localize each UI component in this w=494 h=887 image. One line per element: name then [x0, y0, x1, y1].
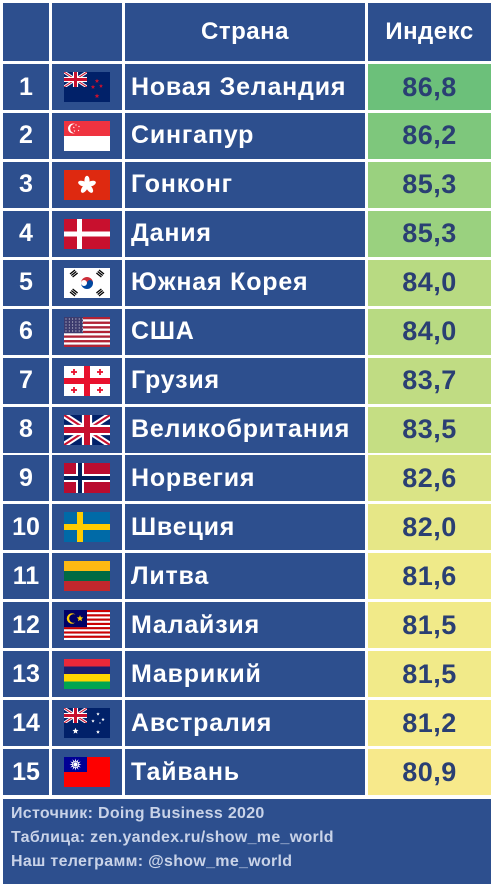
index-value: 84,0 — [368, 259, 491, 306]
index-value: 81,6 — [368, 553, 491, 600]
flag-cell — [52, 210, 122, 257]
index-value: 83,7 — [368, 357, 491, 404]
rank-cell: 3 — [3, 161, 49, 208]
index-value: 81,5 — [368, 602, 491, 649]
source-note: Источник: Doing Business 2020 — [11, 805, 265, 822]
flag-cell — [52, 357, 122, 404]
country-name: Маврикий — [125, 651, 365, 698]
country-name: Тайвань — [125, 749, 365, 795]
flag-cell — [52, 112, 122, 159]
flag-cell — [52, 161, 122, 208]
rank-cell: 4 — [3, 210, 49, 257]
rank-cell: 15 — [3, 749, 49, 795]
rank-cell: 7 — [3, 357, 49, 404]
taiwan-flag-icon — [64, 757, 110, 787]
denmark-flag-icon — [64, 218, 110, 249]
uk-flag-icon — [64, 414, 110, 445]
flag-cell — [52, 553, 122, 600]
south-korea-flag-icon — [64, 267, 110, 298]
flag-cell — [52, 504, 122, 551]
flag-cell — [52, 455, 122, 502]
flag-cell — [52, 749, 122, 795]
index-value: 81,2 — [368, 700, 491, 747]
index-value: 85,3 — [368, 210, 491, 257]
index-value: 80,9 — [368, 749, 491, 795]
country-name: Гонконг — [125, 161, 365, 208]
index-value: 86,8 — [368, 64, 491, 110]
flag-cell — [52, 64, 122, 110]
header-flag-cell — [52, 3, 122, 61]
country-name: Новая Зеландия — [125, 64, 365, 110]
rank-cell: 8 — [3, 406, 49, 453]
rank-cell: 12 — [3, 602, 49, 649]
rank-cell: 5 — [3, 259, 49, 306]
telegram-credit: Наш телеграмм: @show_me_world — [11, 853, 293, 870]
flag-cell — [52, 602, 122, 649]
country-name: Грузия — [125, 357, 365, 404]
index-value: 82,0 — [368, 504, 491, 551]
georgia-flag-icon — [64, 365, 110, 396]
index-value: 85,3 — [368, 161, 491, 208]
country-name: Великобритания — [125, 406, 365, 453]
index-value: 82,6 — [368, 455, 491, 502]
country-name: Дания — [125, 210, 365, 257]
country-name: Малайзия — [125, 602, 365, 649]
mauritius-flag-icon — [64, 659, 110, 690]
singapore-flag-icon — [64, 120, 110, 151]
rank-cell: 9 — [3, 455, 49, 502]
index-value: 86,2 — [368, 112, 491, 159]
usa-flag-icon — [64, 316, 110, 347]
header-index: Индекс — [368, 3, 491, 61]
flag-cell — [52, 406, 122, 453]
country-name: Сингапур — [125, 112, 365, 159]
new-zealand-flag-icon — [64, 72, 110, 102]
country-name: США — [125, 308, 365, 355]
index-value: 83,5 — [368, 406, 491, 453]
hong-kong-flag-icon — [64, 169, 110, 200]
rank-cell: 1 — [3, 64, 49, 110]
norway-flag-icon — [64, 463, 110, 494]
country-name: Австралия — [125, 700, 365, 747]
rank-cell: 14 — [3, 700, 49, 747]
country-name: Норвегия — [125, 455, 365, 502]
rank-cell: 10 — [3, 504, 49, 551]
index-value: 84,0 — [368, 308, 491, 355]
flag-cell — [52, 651, 122, 698]
rank-cell: 11 — [3, 553, 49, 600]
flag-cell — [52, 700, 122, 747]
flag-cell — [52, 259, 122, 306]
lithuania-flag-icon — [64, 561, 110, 592]
australia-flag-icon — [64, 708, 110, 739]
country-name: Литва — [125, 553, 365, 600]
table-credit: Таблица: zen.yandex.ru/show_me_world — [11, 829, 334, 846]
footer: Источник: Doing Business 2020 Таблица: z… — [3, 799, 491, 884]
sweden-flag-icon — [64, 512, 110, 543]
rank-cell: 13 — [3, 651, 49, 698]
rank-cell: 6 — [3, 308, 49, 355]
header-country: Страна — [125, 3, 365, 61]
flag-cell — [52, 308, 122, 355]
rank-cell: 2 — [3, 112, 49, 159]
index-value: 81,5 — [368, 651, 491, 698]
country-name: Швеция — [125, 504, 365, 551]
malaysia-flag-icon — [64, 610, 110, 641]
country-name: Южная Корея — [125, 259, 365, 306]
header-rank-cell — [3, 3, 49, 61]
